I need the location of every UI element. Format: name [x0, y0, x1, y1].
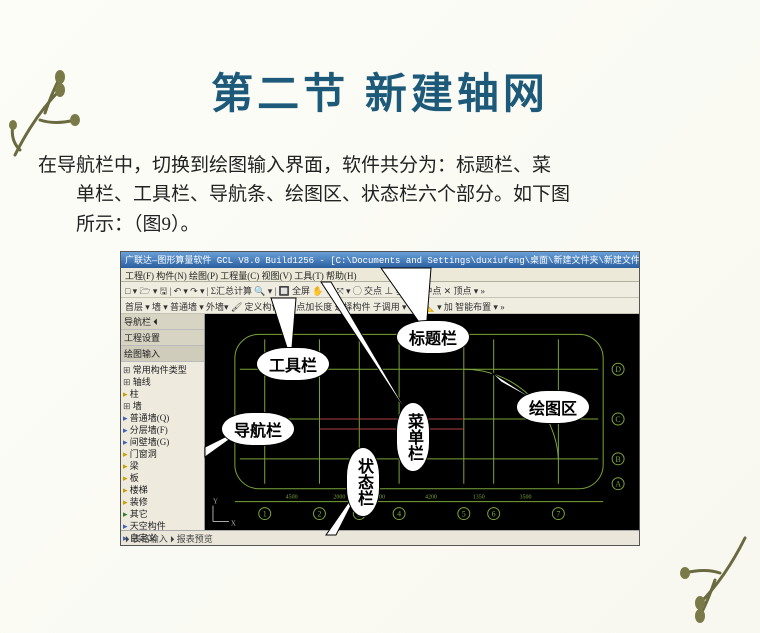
- tree-item: 柱: [123, 388, 202, 400]
- nav-tree: 常用构件类型轴线柱墙普通墙(Q)分层墙(F)间壁墙(G)门窗洞梁板楼梯装修其它天…: [121, 362, 204, 546]
- svg-text:C: C: [615, 415, 620, 424]
- tree-item: 楼梯: [123, 484, 202, 496]
- tree-item: 分层墙(F): [123, 424, 202, 436]
- nav-section-1: 工程设置: [121, 330, 204, 346]
- svg-text:7: 7: [556, 510, 560, 519]
- tree-item: 间壁墙(G): [123, 436, 202, 448]
- tree-item: 普通墙(Q): [123, 412, 202, 424]
- svg-text:X: X: [231, 520, 236, 528]
- nav-section-2: 绘图输入: [121, 346, 204, 362]
- svg-text:1: 1: [263, 510, 267, 519]
- window-toolbar-2: 首层 ▾ 墙 ▾ 普通墙 ▾ 外墙▾ 🖌 定义构件 🔒 点加长度 选择构件 子调…: [121, 298, 639, 314]
- svg-text:2: 2: [317, 510, 321, 519]
- svg-text:Y: Y: [213, 498, 218, 506]
- bottom-tabs: ⏵ 表格输入 ⏵ 报表预览: [121, 530, 639, 546]
- window-menu-bar: 工程(F) 构件(N) 绘图(P) 工程量(C) 视图(V) 工具(T) 帮助(…: [121, 268, 639, 282]
- decorative-twig-top-left: [5, 65, 115, 185]
- tree-item: 常用构件类型: [123, 364, 202, 376]
- svg-text:B: B: [615, 455, 620, 464]
- decorative-twig-bottom-right: [645, 508, 755, 628]
- svg-text:4: 4: [397, 510, 401, 519]
- window-title-bar: 广联达—图形算量软件 GCL V8.0 Build1256 - [C:\Docu…: [121, 252, 639, 268]
- callout-draw-area: 绘图区: [516, 390, 590, 424]
- tree-item: 梁: [123, 460, 202, 472]
- svg-text:5: 5: [462, 510, 466, 519]
- svg-text:A: A: [615, 480, 621, 489]
- svg-text:2000: 2000: [333, 495, 345, 501]
- navigation-panel: 导航栏 ⏴ 工程设置 绘图输入 常用构件类型轴线柱墙普通墙(Q)分层墙(F)间壁…: [121, 314, 205, 530]
- nav-tab-header: 导航栏 ⏴: [121, 314, 204, 330]
- svg-text:4500: 4500: [286, 495, 298, 501]
- svg-text:D: D: [615, 366, 621, 375]
- callout-nav-bar: 导航栏: [221, 412, 295, 446]
- callout-title-bar: 标题栏: [396, 320, 470, 354]
- window-toolbar-1: □ ▾ 🗁 ▾ 🖫 | ↶ ▾ ↷ ▾ | Σ汇总计算 🔍 ▾ | 🔲 全屏 ✋…: [121, 282, 639, 298]
- svg-text:3500: 3500: [520, 495, 532, 501]
- callout-status-bar: 状态栏: [346, 447, 380, 517]
- tree-item: 轴线: [123, 376, 202, 388]
- tree-item: 装修: [123, 496, 202, 508]
- svg-text:4200: 4200: [425, 495, 437, 501]
- tree-item: 其它: [123, 508, 202, 520]
- tree-item: 墙: [123, 400, 202, 412]
- callout-menu-bar: 菜单栏: [396, 402, 430, 472]
- slide-paragraph: 在导航栏中，切换到绘图输入界面，软件共分为：标题栏、菜 单栏、工具栏、导航条、绘…: [38, 151, 722, 239]
- screenshot-figure: 广联达—图形算量软件 GCL V8.0 Build1256 - [C:\Docu…: [120, 251, 640, 546]
- tree-item: 门窗洞: [123, 448, 202, 460]
- tree-item: 天空构件: [123, 520, 202, 532]
- para-line2: 单栏、工具栏、导航条、绘图区、状态栏六个部分。如下图: [38, 180, 722, 209]
- tree-item: 板: [123, 472, 202, 484]
- callout-toolbar: 工具栏: [256, 347, 330, 381]
- para-line3: 所示：（图9）。: [38, 210, 722, 239]
- svg-text:6: 6: [492, 510, 496, 519]
- svg-text:1350: 1350: [473, 495, 485, 501]
